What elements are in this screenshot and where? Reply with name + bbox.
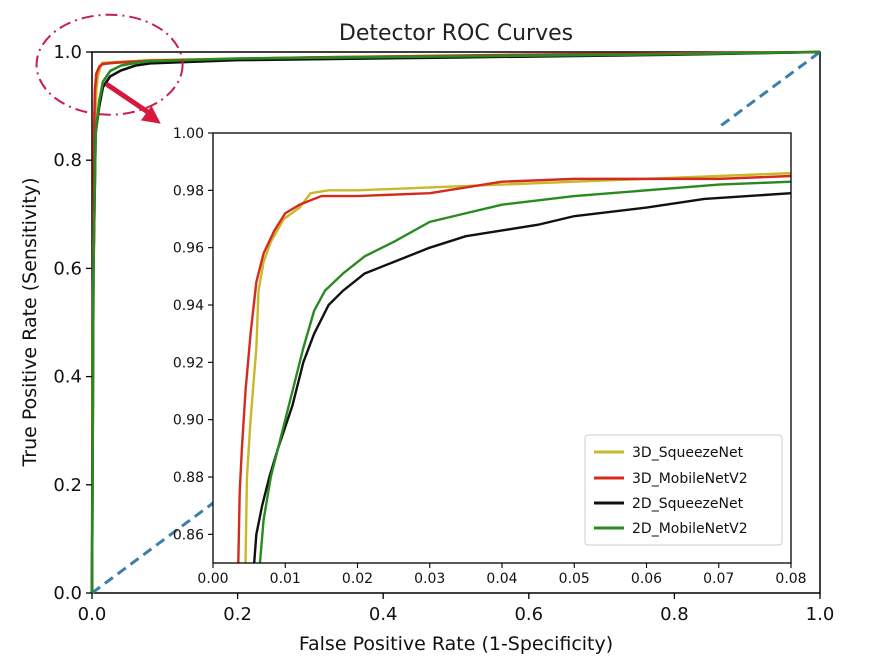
inset-x-tick-label: 0.08 — [775, 571, 806, 587]
main-x-tick-label: 0.2 — [223, 604, 252, 625]
main-x-tick-label: 0.4 — [369, 604, 398, 625]
main-axis-ticks: 0.0 0.2 0.4 0.6 0.8 1.0 0.0 0.2 0.4 0.6 0.8 1.0 — [53, 42, 834, 625]
main-y-tick-label: 0.2 — [53, 475, 82, 496]
zoom-annotations — [35, 13, 184, 124]
main-y-tick-label: 0.0 — [53, 583, 82, 604]
legend-entry-2d-mobilenetv2: 2D_MobileNetV2 — [632, 521, 748, 537]
inset-series-2d-mobilenetv2 — [258, 180, 791, 563]
main-x-tick-label: 0.6 — [514, 604, 543, 625]
legend-box — [584, 434, 783, 546]
legend: 3D_SqueezeNet 3D_MobileNetV2 2D_SqueezeN… — [584, 434, 783, 546]
inset-series-3d-mobilenetv2 — [237, 174, 791, 563]
inset-x-tick-label: 0.01 — [270, 571, 301, 587]
main-x-tick-label: 0.8 — [660, 604, 689, 625]
main-y-tick-label: 0.6 — [53, 258, 82, 279]
main-series-2d-mobilenetv2 — [90, 50, 821, 594]
zoom-arrow-shaft — [105, 82, 155, 118]
inset-y-tick-label: 1.00 — [173, 126, 204, 142]
legend-entry-2d-squeezenet: 2D_SqueezeNet — [632, 496, 744, 512]
inset-x-tick-label: 0.05 — [559, 571, 590, 587]
inset-x-tick-label: 0.07 — [703, 571, 734, 587]
x-axis-label: False Positive Rate (1-Specificity) — [299, 633, 613, 655]
inset-x-tick-label: 0.06 — [631, 571, 662, 587]
main-y-tick-label: 0.4 — [53, 367, 82, 388]
inset-series-3d-squeezenet — [244, 171, 791, 563]
main-y-tick-label: 0.8 — [53, 150, 82, 171]
legend-entry-3d-squeezenet: 3D_SqueezeNet — [632, 445, 744, 461]
inset-x-tick-label: 0.00 — [197, 571, 228, 587]
inset-x-tick-label: 0.03 — [414, 571, 445, 587]
inset-y-tick-label: 0.94 — [173, 298, 204, 314]
zoom-region-ellipse — [35, 13, 184, 116]
y-axis-label: True Positive Rate (Sensitivity) — [19, 177, 41, 467]
chart-title: Detector ROC Curves — [339, 21, 573, 46]
inset-x-tick-label: 0.02 — [342, 571, 373, 587]
inset-y-tick-label: 0.98 — [173, 183, 204, 199]
inset-y-tick-label: 0.90 — [173, 413, 204, 429]
inset-plot-area — [237, 171, 791, 563]
zoom-arrow-head — [140, 105, 161, 124]
inset-y-tick-label: 0.92 — [173, 355, 204, 371]
main-x-tick-label: 1.0 — [806, 604, 835, 625]
inset-y-tick-label: 0.96 — [173, 241, 204, 257]
main-x-tick-label: 0.0 — [78, 604, 107, 625]
main-y-tick-label: 1.0 — [53, 42, 82, 63]
inset-x-tick-label: 0.04 — [486, 571, 517, 587]
inset-axis-ticks: 0.00 0.01 0.02 0.03 0.04 0.05 0.06 0.07 0.08 0.86… — [173, 126, 807, 587]
legend-entry-3d-mobilenetv2: 3D_MobileNetV2 — [632, 471, 748, 487]
inset-y-tick-label: 0.86 — [173, 527, 204, 543]
inset-y-tick-label: 0.88 — [173, 470, 204, 486]
